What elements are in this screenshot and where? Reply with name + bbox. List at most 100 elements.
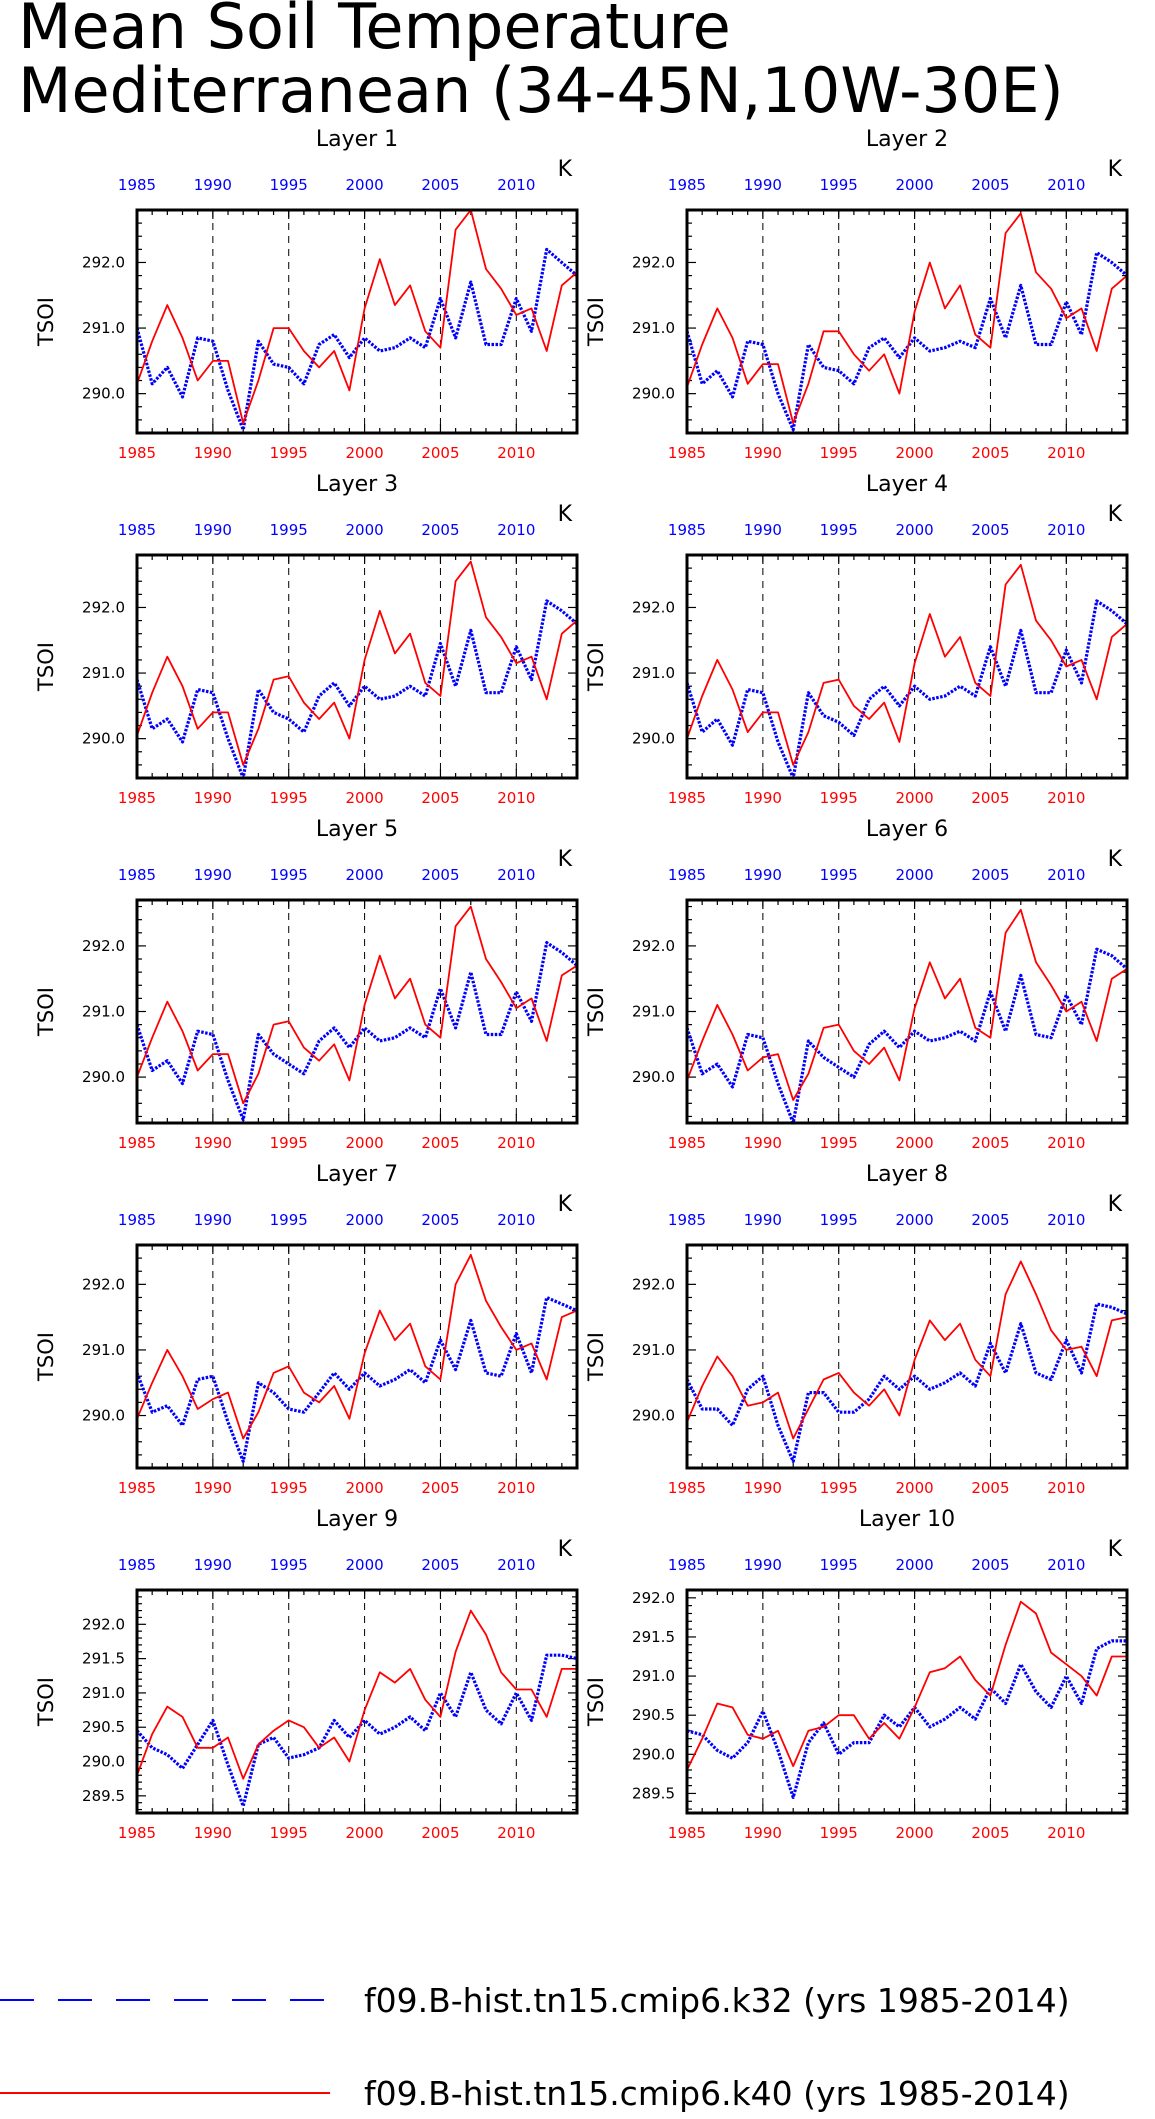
plot-frame	[135, 553, 579, 780]
y-axis-label: TSOI	[584, 297, 608, 347]
x-tick-label-top: 2005	[421, 1556, 459, 1574]
y-tick-label: 292.0	[632, 598, 675, 616]
panel-unit: K	[558, 502, 573, 527]
x-tick-label-bottom: 1985	[118, 1479, 156, 1497]
x-tick-label-top: 2000	[895, 521, 933, 539]
panel-unit: K	[558, 157, 573, 182]
plot-frame	[685, 208, 1129, 435]
y-tick-label: 290.0	[632, 1407, 675, 1425]
x-tick-label-bottom: 2000	[895, 1824, 933, 1842]
x-tick-label-top: 2005	[421, 176, 459, 194]
x-tick-label-bottom: 2000	[895, 1479, 933, 1497]
y-axis-label: TSOI	[34, 1332, 58, 1382]
series-line-k32	[135, 599, 579, 780]
y-tick-label: 292.0	[82, 598, 125, 616]
y-tick-label: 292.0	[82, 937, 125, 955]
x-tick-label-bottom: 1995	[270, 444, 308, 462]
x-tick-label-top: 1995	[270, 176, 308, 194]
x-tick-label-bottom: 2005	[971, 444, 1009, 462]
x-tick-label-top: 1995	[270, 521, 308, 539]
y-tick-label: 290.0	[82, 385, 125, 403]
series-line-k40	[686, 908, 1128, 1101]
y-axis-label: TSOI	[584, 1332, 608, 1382]
panel-layer-8: Layer 8 K TSOI 290.0 291.0 292.0 1985 1985 1990 1…	[584, 1162, 1129, 1497]
y-axis-label: TSOI	[584, 642, 608, 692]
x-tick-label-bottom: 2005	[421, 1134, 459, 1152]
x-tick-label-top: 2000	[895, 1211, 933, 1229]
y-tick-label: 292.0	[632, 1275, 675, 1293]
x-tick-label-top: 2010	[1047, 521, 1085, 539]
figure-title-line-1: Mean Soil Temperature	[18, 0, 731, 63]
y-tick-label: 290.0	[632, 385, 675, 403]
series-line-k40	[136, 209, 578, 425]
x-tick-label-bottom: 2010	[497, 789, 535, 807]
x-tick-label-bottom: 1990	[744, 789, 782, 807]
x-tick-label-top: 2000	[345, 521, 383, 539]
plot-frame	[685, 898, 1129, 1125]
y-axis-label: TSOI	[584, 1677, 608, 1727]
x-tick-label-bottom: 1985	[118, 1134, 156, 1152]
x-tick-label-bottom: 1990	[744, 1134, 782, 1152]
x-tick-label-top: 2000	[895, 1556, 933, 1574]
x-tick-label-top: 2010	[497, 866, 535, 884]
plot-frame	[685, 553, 1129, 780]
y-tick-label: 291.0	[632, 1667, 675, 1685]
y-tick-label: 292.0	[632, 1589, 675, 1607]
x-tick-label-top: 1990	[194, 866, 232, 884]
x-tick-label-top: 1985	[118, 521, 156, 539]
panel-title: Layer 3	[316, 472, 398, 497]
x-tick-label-top: 2010	[1047, 1211, 1085, 1229]
series-line-k40	[686, 563, 1128, 766]
x-tick-label-top: 2005	[421, 521, 459, 539]
panel-title: Layer 5	[316, 817, 398, 842]
x-tick-label-bottom: 1995	[270, 1134, 308, 1152]
x-tick-label-top: 2010	[497, 1556, 535, 1574]
x-tick-label-bottom: 1995	[820, 1134, 858, 1152]
x-tick-label-top: 2010	[497, 521, 535, 539]
x-tick-label-bottom: 2005	[971, 1134, 1009, 1152]
x-tick-label-bottom: 2010	[497, 444, 535, 462]
x-tick-label-bottom: 1995	[820, 1479, 858, 1497]
legend: f09.B-hist.tn15.cmip6.k32 (yrs 1985-2014…	[0, 1981, 1070, 2113]
x-tick-label-bottom: 2010	[497, 1824, 535, 1842]
series-line-k32	[686, 1639, 1127, 1800]
y-tick-label: 291.0	[632, 664, 675, 682]
x-tick-label-bottom: 2010	[497, 1134, 535, 1152]
x-tick-label-bottom: 1990	[194, 1824, 232, 1842]
x-tick-label-bottom: 1990	[744, 1479, 782, 1497]
panel-unit: K	[1108, 157, 1123, 182]
x-tick-label-bottom: 2005	[971, 1824, 1009, 1842]
x-tick-label-bottom: 2010	[497, 1479, 535, 1497]
x-tick-label-top: 2005	[971, 521, 1009, 539]
y-tick-label: 291.5	[82, 1650, 125, 1668]
series-line-k32	[685, 251, 1129, 432]
panel-unit: K	[558, 1537, 573, 1562]
x-tick-label-top: 2005	[971, 1211, 1009, 1229]
x-tick-label-bottom: 1990	[194, 1134, 232, 1152]
y-tick-label: 290.0	[632, 1745, 675, 1763]
plot-frame	[685, 1243, 1129, 1470]
panel-unit: K	[1108, 1537, 1123, 1562]
x-tick-label-bottom: 1985	[668, 789, 706, 807]
panel-layer-9: Layer 9 K TSOI 289.5 290.0 290.5 291.0 291.5 292…	[34, 1507, 579, 1842]
y-tick-label: 290.0	[82, 1068, 125, 1086]
y-tick-label: 292.0	[632, 253, 675, 271]
x-tick-label-bottom: 1995	[820, 444, 858, 462]
series-line-k40	[136, 1253, 578, 1440]
x-tick-label-bottom: 1990	[194, 444, 232, 462]
panel-layer-2: Layer 2 K TSOI 290.0 291.0 292.0 1985 1985 1990 1…	[584, 127, 1129, 462]
plot-frame	[135, 208, 579, 435]
panel-layer-5: Layer 5 K TSOI 290.0 291.0 292.0 1985 1985 1990 1…	[34, 817, 579, 1152]
x-tick-label-top: 1990	[194, 176, 232, 194]
y-tick-label: 290.0	[632, 730, 675, 748]
y-axis-label: TSOI	[584, 987, 608, 1037]
x-tick-label-bottom: 1985	[668, 1824, 706, 1842]
panel-title: Layer 4	[866, 472, 948, 497]
x-tick-label-top: 1995	[270, 1211, 308, 1229]
plot-frame	[685, 1588, 1129, 1815]
panel-layer-7: Layer 7 K TSOI 290.0 291.0 292.0 1985 1985 1990 1…	[34, 1162, 579, 1497]
x-tick-label-top: 2000	[895, 866, 933, 884]
x-tick-label-top: 1985	[118, 1556, 156, 1574]
x-tick-label-top: 2000	[345, 1556, 383, 1574]
